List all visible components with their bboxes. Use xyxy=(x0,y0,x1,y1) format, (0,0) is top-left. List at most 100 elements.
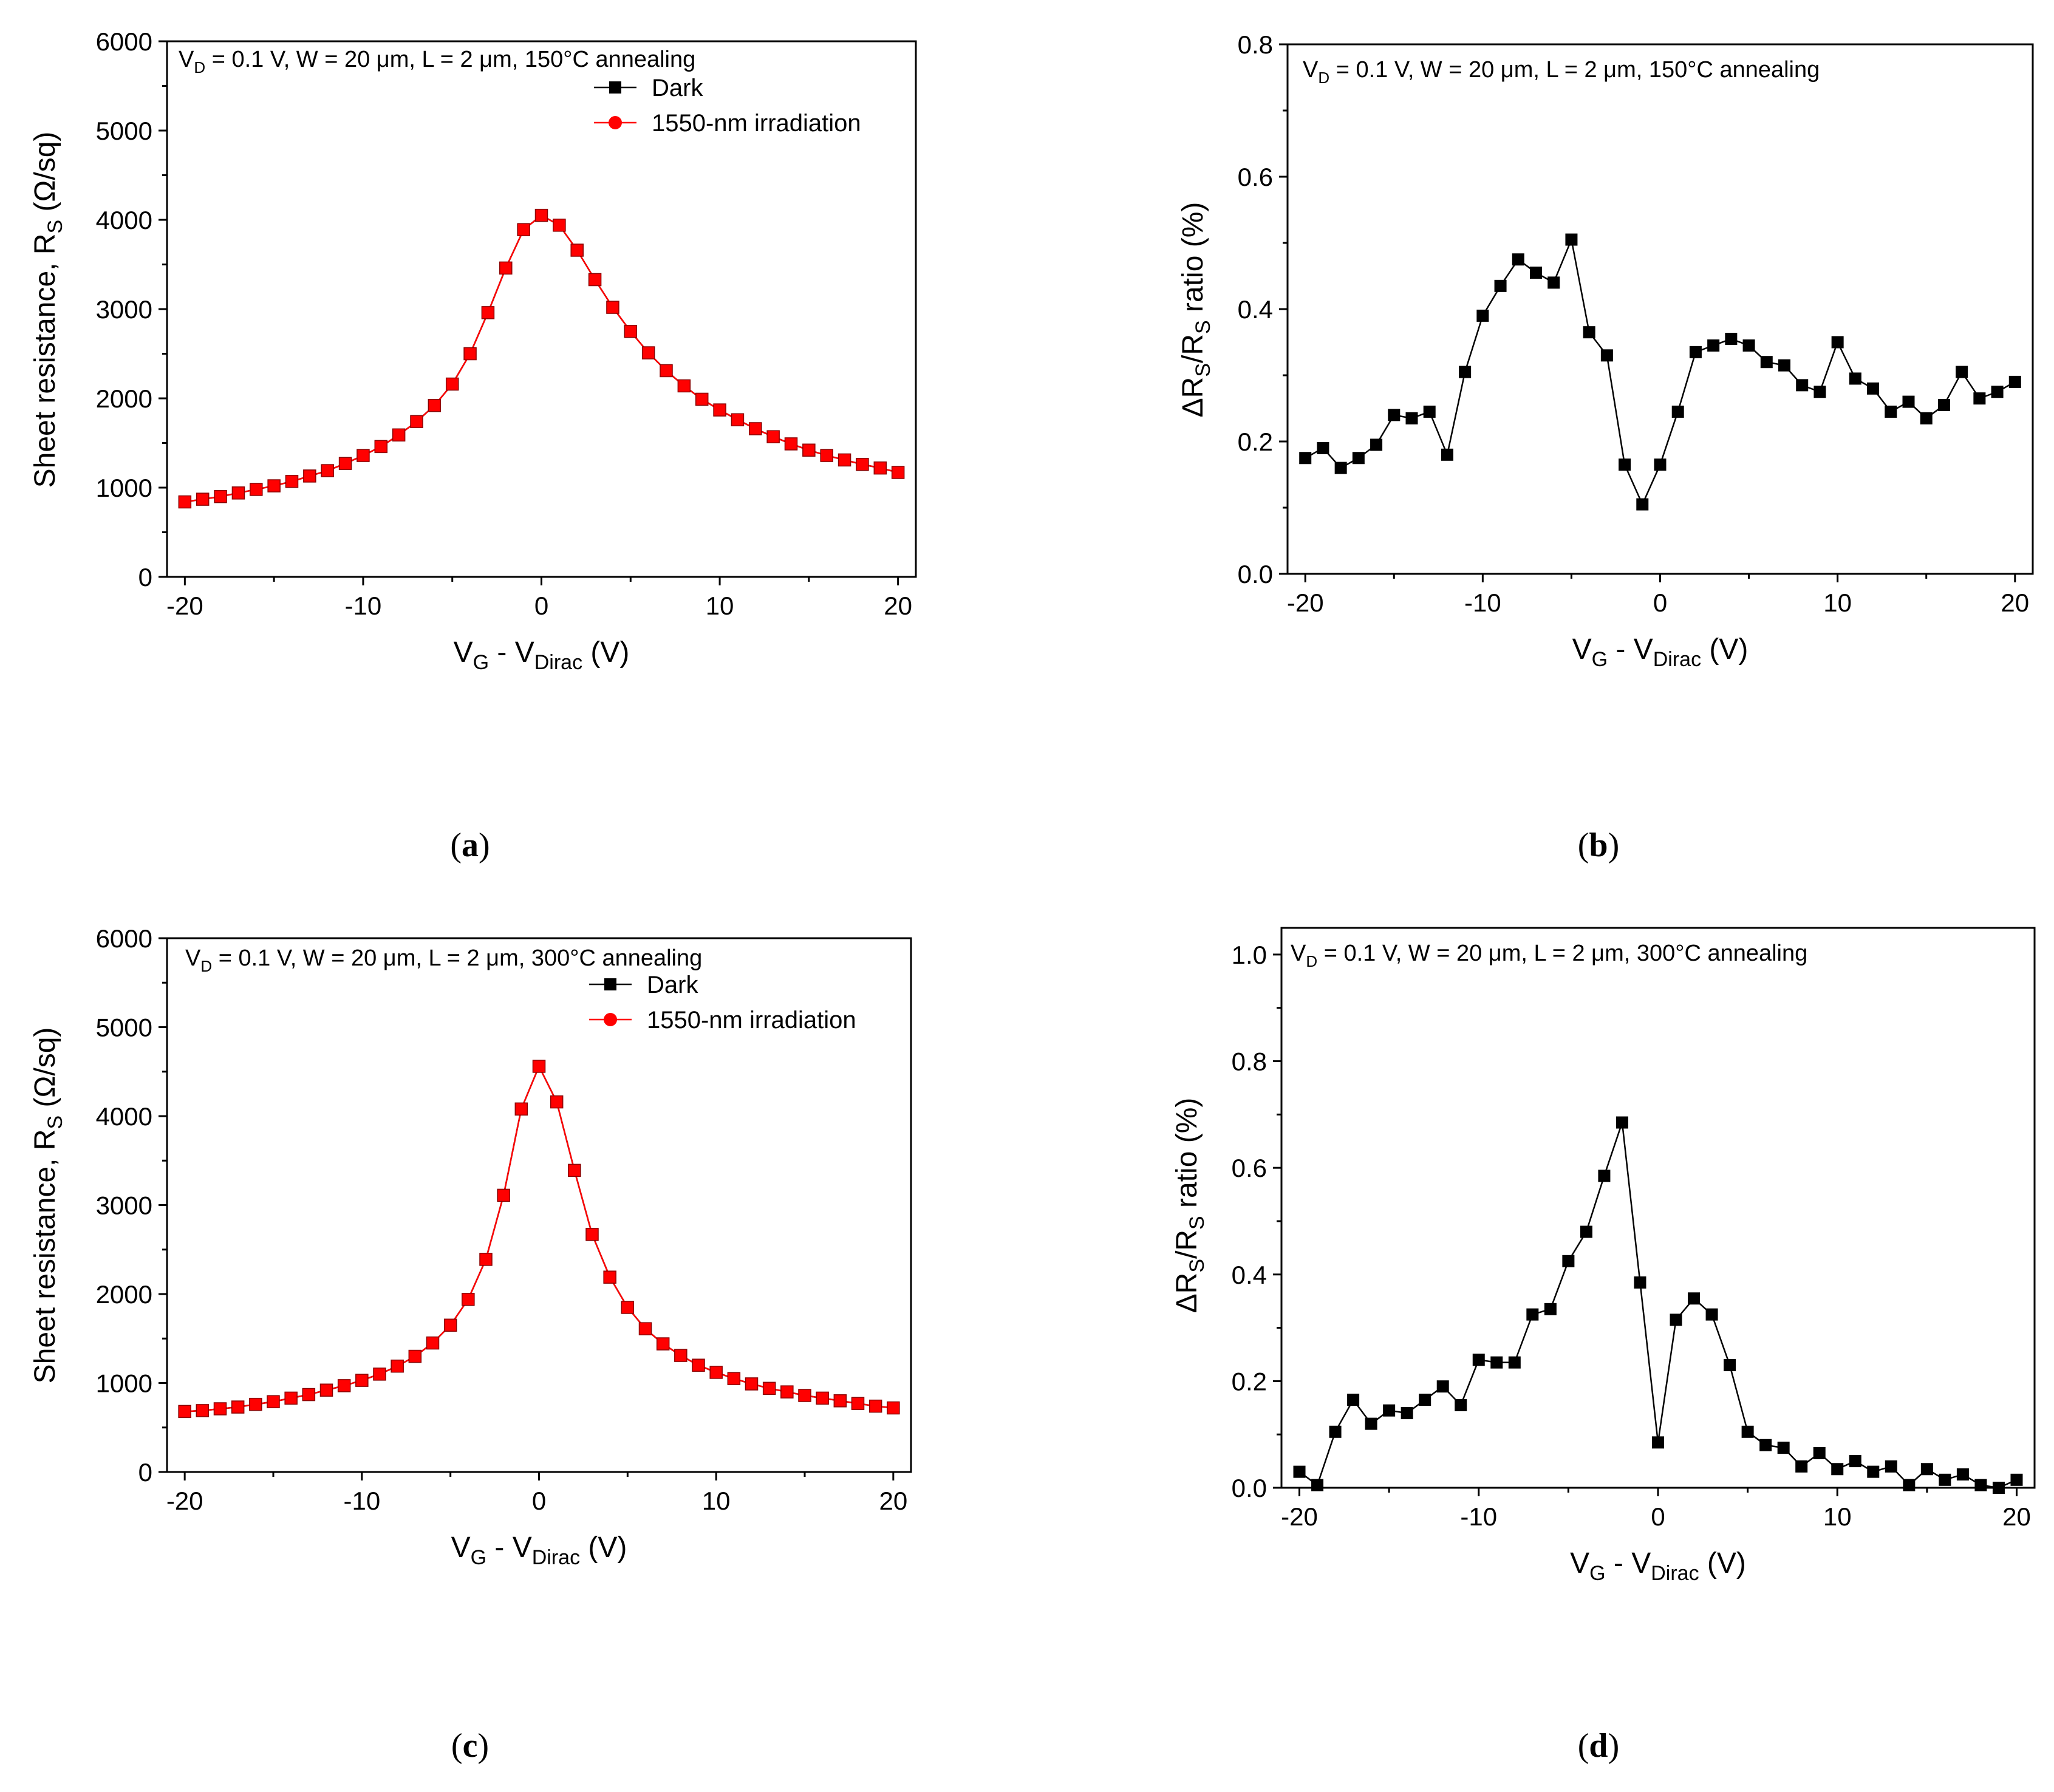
data-point xyxy=(1688,1292,1701,1305)
data-point xyxy=(445,377,459,391)
plot-frame xyxy=(1280,927,2036,1489)
data-point xyxy=(1334,462,1347,474)
data-point xyxy=(1508,1356,1521,1369)
y-tick-label: 6000 xyxy=(96,924,152,953)
data-point xyxy=(1813,1446,1826,1459)
data-point xyxy=(1689,346,1702,358)
data-point xyxy=(178,1405,191,1419)
y-axis-label: ΔRS/RS ratio (%) xyxy=(1177,202,1215,418)
data-point xyxy=(709,1366,723,1379)
data-point xyxy=(410,415,423,428)
data-point xyxy=(1419,1394,1431,1406)
data-point xyxy=(603,1270,616,1284)
legend-label-dark: Dark xyxy=(652,75,703,101)
y-tick-label: 4000 xyxy=(96,206,152,234)
data-point xyxy=(319,1383,333,1397)
x-tick-label: 0 xyxy=(1651,1502,1665,1531)
data-point xyxy=(1616,1116,1628,1129)
data-point xyxy=(1636,498,1649,511)
y-tick-label: 0.6 xyxy=(1232,1154,1267,1182)
legend-label-dark: Dark xyxy=(647,972,698,998)
x-tick-label: 10 xyxy=(1823,1502,1852,1531)
data-point xyxy=(1849,1455,1861,1468)
data-point xyxy=(1902,395,1915,408)
data-point xyxy=(178,495,192,509)
y-tick-label: 0.2 xyxy=(1232,1367,1267,1395)
data-point xyxy=(426,1336,440,1350)
x-axis-label: VG - VDirac (V) xyxy=(451,1531,627,1569)
data-point xyxy=(749,422,762,435)
data-point xyxy=(780,1385,794,1399)
data-point xyxy=(1671,405,1684,418)
x-axis-label: VG - VDirac (V) xyxy=(454,636,630,674)
data-point xyxy=(1777,1442,1790,1454)
data-point xyxy=(1742,339,1755,352)
data-point xyxy=(1778,359,1790,372)
legend-marker-irradiation xyxy=(604,1013,617,1026)
data-point xyxy=(568,1163,581,1177)
data-point xyxy=(408,1349,422,1363)
data-point xyxy=(338,457,352,471)
series-1550-nm-irradiation xyxy=(178,1060,900,1419)
data-point xyxy=(1939,1473,1951,1486)
data-point xyxy=(267,1395,280,1409)
x-tick-label: 20 xyxy=(884,591,912,620)
data-point xyxy=(284,1391,298,1405)
panel-caption-b: (b) xyxy=(1578,826,1619,864)
data-point xyxy=(891,466,905,479)
data-point xyxy=(1867,1465,1880,1478)
data-point xyxy=(851,1397,865,1410)
data-point xyxy=(1490,1356,1503,1369)
y-tick-label: 1.0 xyxy=(1232,941,1267,969)
data-point xyxy=(624,325,638,338)
data-point xyxy=(1796,379,1809,392)
data-point xyxy=(357,449,370,462)
data-point xyxy=(1383,1404,1396,1417)
data-point xyxy=(695,392,709,406)
legend-label-irradiation: 1550-nm irradiation xyxy=(647,1007,856,1034)
x-tick-label: 10 xyxy=(1823,588,1852,617)
data-point xyxy=(1619,458,1631,471)
data-point xyxy=(873,461,887,475)
data-point xyxy=(1565,233,1578,246)
plot-frame xyxy=(1286,43,2034,575)
data-point xyxy=(606,301,619,314)
data-point xyxy=(1299,452,1312,465)
data-point xyxy=(641,346,655,359)
data-point xyxy=(337,1379,351,1392)
series--rs-rs xyxy=(1299,233,2021,511)
data-point xyxy=(1813,386,1826,398)
data-point xyxy=(355,1374,369,1387)
data-point xyxy=(1352,452,1365,465)
data-point xyxy=(820,449,833,462)
data-point xyxy=(553,219,566,232)
data-point xyxy=(373,1368,386,1381)
series--rs-rs xyxy=(1293,1116,2023,1494)
data-point xyxy=(514,1102,528,1116)
data-point xyxy=(1580,1225,1592,1238)
data-point xyxy=(1652,1436,1664,1449)
data-point xyxy=(374,440,388,454)
data-point xyxy=(1405,412,1418,424)
data-point xyxy=(1329,1425,1342,1438)
x-tick-label: 20 xyxy=(2001,588,2029,617)
x-tick-label: 0 xyxy=(532,1487,546,1515)
data-point xyxy=(1867,382,1880,395)
data-point xyxy=(231,1400,245,1414)
legend: Dark 1550-nm irradiation xyxy=(589,972,856,1034)
x-tick-label: -10 xyxy=(345,591,382,620)
data-point xyxy=(1741,1425,1754,1438)
data-point xyxy=(1476,309,1489,322)
x-tick-label: -10 xyxy=(343,1487,380,1515)
x-tick-label: -20 xyxy=(166,591,203,620)
data-point xyxy=(1903,1479,1916,1491)
x-tick-label: -10 xyxy=(1464,588,1501,617)
y-tick-label: 0.0 xyxy=(1232,1474,1267,1502)
data-point xyxy=(481,306,495,319)
data-point xyxy=(231,486,245,500)
data-point xyxy=(1974,1479,1987,1491)
data-point xyxy=(1634,1276,1646,1289)
data-point xyxy=(499,261,513,275)
data-point xyxy=(1937,399,1950,412)
series-line xyxy=(185,1064,893,1412)
